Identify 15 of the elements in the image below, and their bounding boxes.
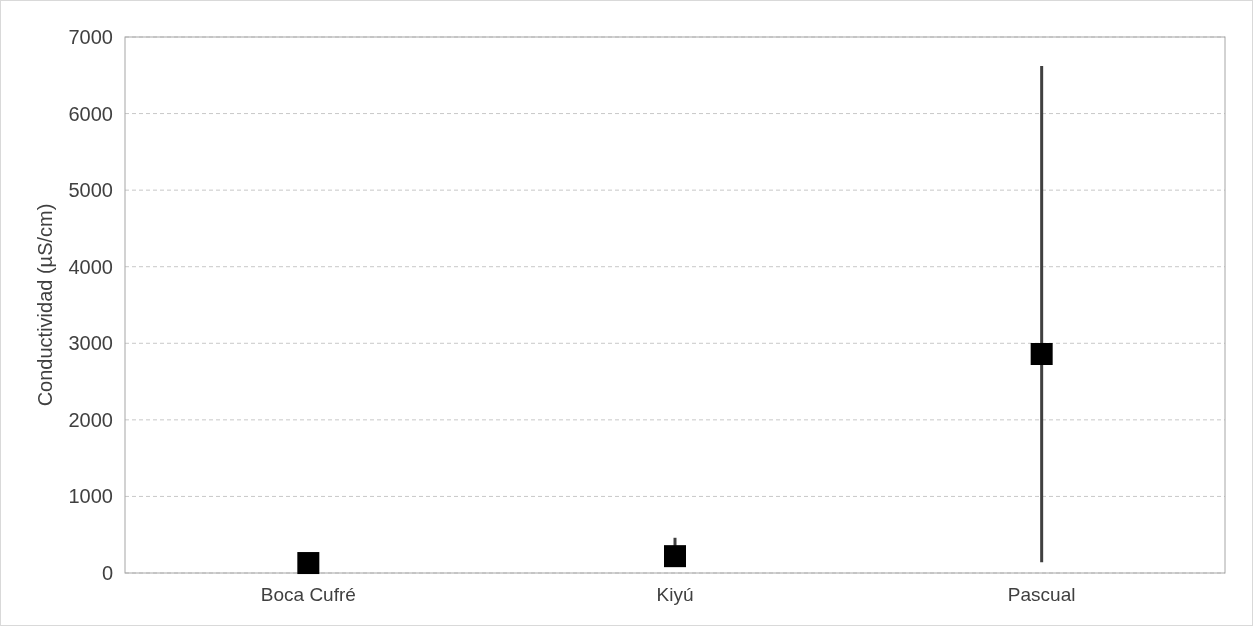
point <box>664 545 686 568</box>
y-tick-label: 2000 <box>68 408 113 431</box>
x-tick-label: Pascual <box>1007 584 1076 605</box>
x-tick-label: Kiyú <box>656 584 694 605</box>
y-axis-title: Conductividad (µS/cm) <box>34 203 56 407</box>
y-tick-label: 5000 <box>68 179 113 202</box>
y-tick-label: 7000 <box>68 26 113 48</box>
y-tick-label: 3000 <box>68 332 113 355</box>
y-tick-label: 4000 <box>68 255 113 278</box>
y-tick-label: 1000 <box>68 485 113 508</box>
y-tick-label: 0 <box>101 562 113 584</box>
point <box>297 552 320 575</box>
y-tick-label: 6000 <box>68 102 113 125</box>
point <box>1030 343 1053 366</box>
x-tick-label: Boca Cufré <box>260 584 356 605</box>
